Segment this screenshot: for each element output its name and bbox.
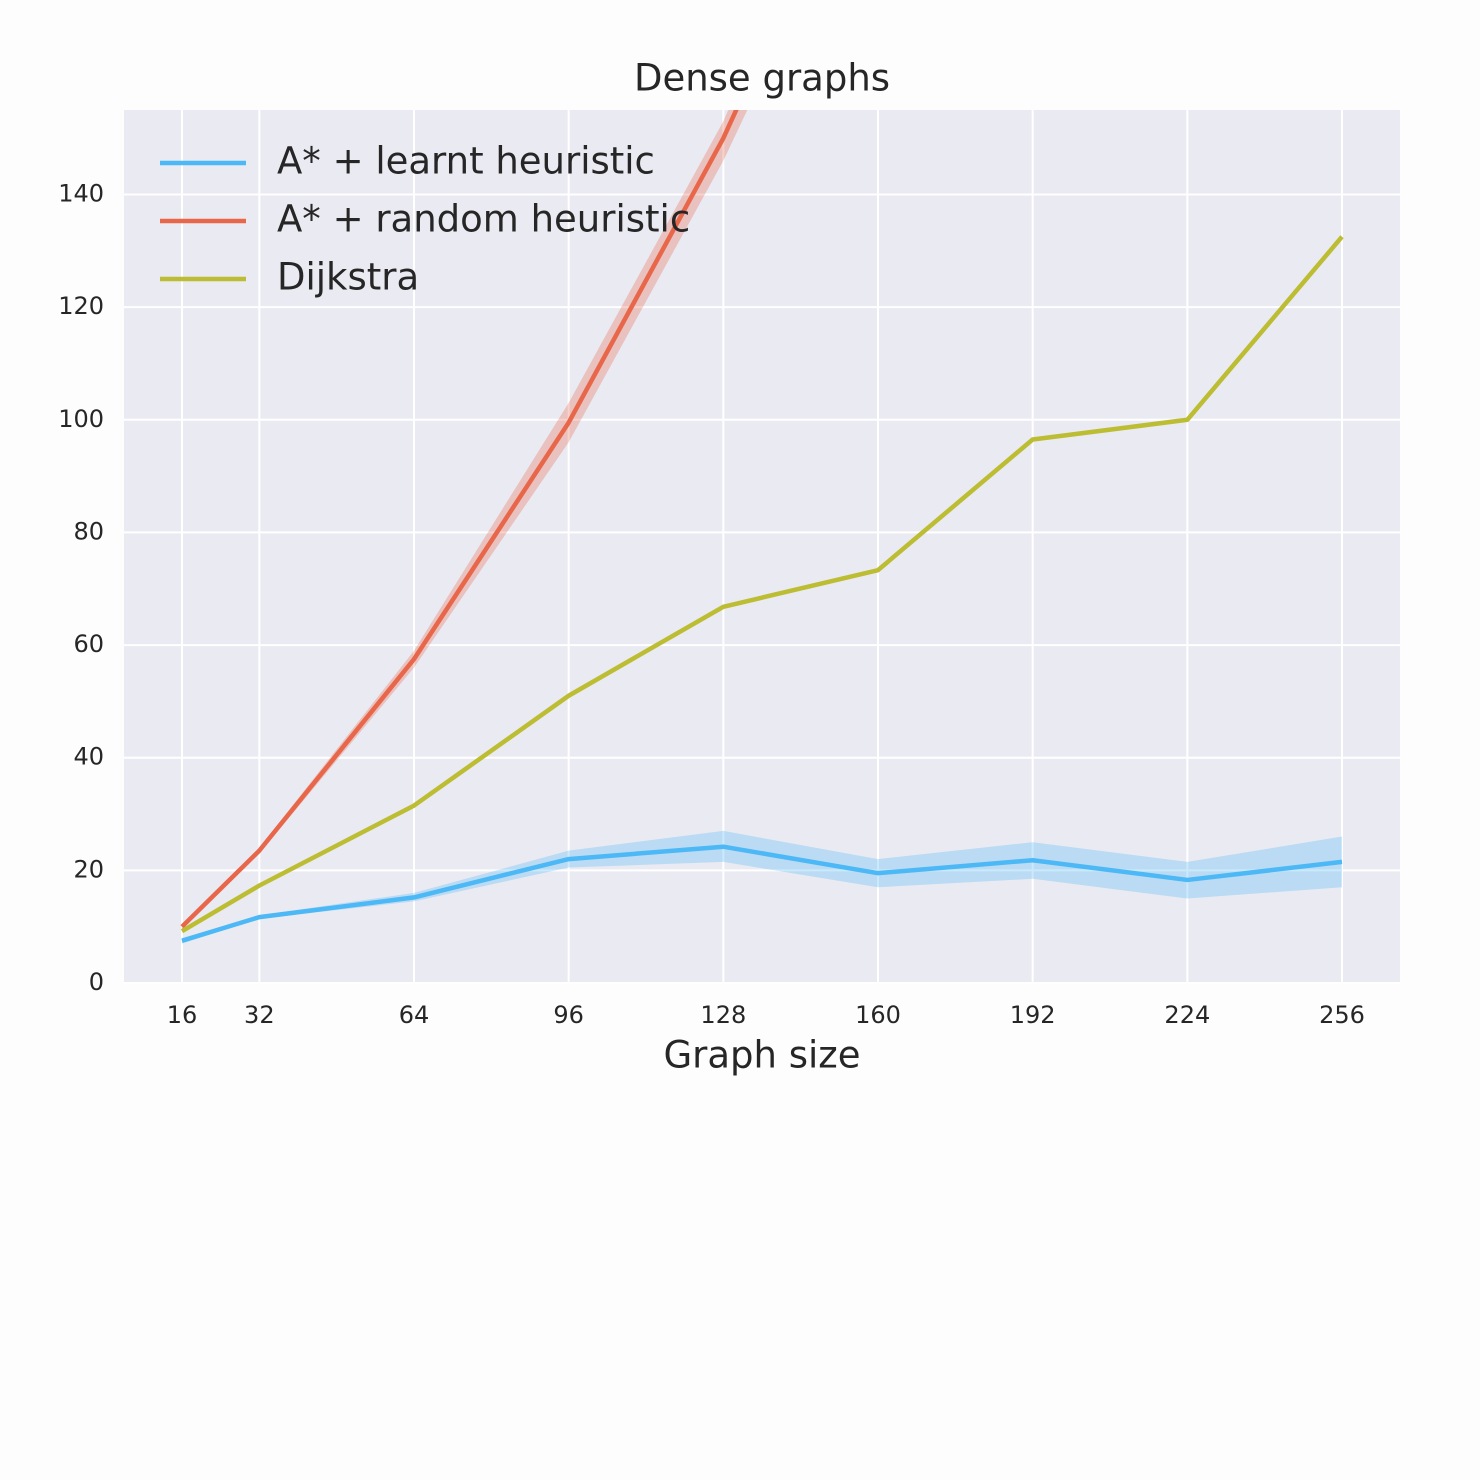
y-tick-label: 0: [89, 968, 104, 996]
y-tick-label: 140: [58, 179, 104, 207]
y-tick-label: 60: [73, 630, 104, 658]
x-tick-label: 16: [167, 1001, 198, 1029]
y-tick-label: 40: [73, 743, 104, 771]
series-line: [180, 235, 1344, 934]
x-axis-label: Graph size: [664, 1034, 861, 1077]
legend-label: Dijkstra: [277, 256, 419, 299]
x-tick-label: 32: [244, 1001, 275, 1029]
y-tick-label: 120: [58, 292, 104, 320]
x-tick-label: 224: [1164, 1001, 1210, 1029]
legend-label: A* + learnt heuristic: [277, 140, 655, 183]
series-line: [180, 110, 739, 929]
chart-title: Dense graphs: [634, 57, 890, 100]
x-tick-label: 192: [1010, 1001, 1056, 1029]
x-tick-label: 128: [700, 1001, 746, 1029]
y-tick-label: 100: [58, 405, 104, 433]
confidence-band: [182, 830, 1342, 944]
confidence-band: [182, 110, 748, 930]
x-tick-label: 64: [399, 1001, 430, 1029]
y-tick-label: 20: [73, 855, 104, 883]
series-line: [181, 844, 1343, 943]
legend-label: A* + random heuristic: [277, 198, 690, 241]
x-tick-label: 160: [855, 1001, 901, 1029]
x-tick-label: 96: [553, 1001, 584, 1029]
x-tick-label: 256: [1319, 1001, 1365, 1029]
y-tick-label: 80: [73, 517, 104, 545]
